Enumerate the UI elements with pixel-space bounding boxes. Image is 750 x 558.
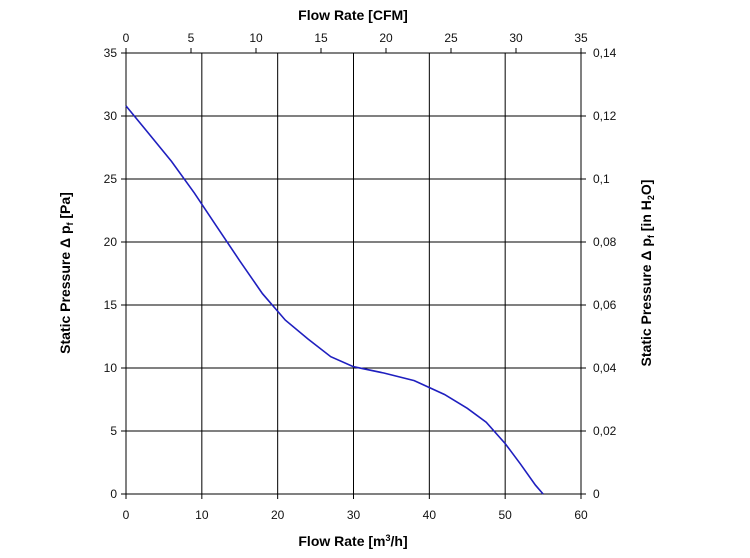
y-left-tick-label: 30 — [104, 109, 118, 123]
bottom-axis-title: Flow Rate [m3/h] — [298, 533, 407, 549]
x-tick-label: 50 — [498, 508, 512, 522]
x2-tick-label: 20 — [379, 31, 393, 45]
y-left-tick-label: 20 — [104, 235, 118, 249]
x-tick-label: 0 — [123, 508, 130, 522]
y-right-tick-label: 0,1 — [593, 172, 610, 186]
left-axis-title: Static Pressure Δ pf [Pa] — [57, 192, 75, 354]
right-axis-title: Static Pressure Δ pf [in H2O] — [638, 180, 656, 367]
y-right-tick-label: 0 — [593, 487, 600, 501]
y-right-tick-label: 0,06 — [593, 298, 617, 312]
x-tick-label: 40 — [423, 508, 437, 522]
top-axis-title: Flow Rate [CFM] — [298, 7, 408, 23]
x2-tick-label: 25 — [444, 31, 458, 45]
grid-layer — [121, 48, 586, 499]
x2-tick-label: 5 — [188, 31, 195, 45]
plot-frame — [125, 52, 582, 495]
y-left-tick-label: 0 — [110, 487, 117, 501]
y-left-tick-label: 25 — [104, 172, 118, 186]
x2-tick-label: 35 — [574, 31, 588, 45]
x-tick-label: 20 — [271, 508, 285, 522]
tick-labels: 0 10 20 30 40 50 600510152025303500,020,040,06… — [104, 31, 617, 522]
pressure-curve-line — [125, 105, 544, 495]
y-right-tick-label: 0,14 — [593, 46, 617, 60]
y-right-tick-label: 0,12 — [593, 109, 617, 123]
y-left-tick-label: 5 — [110, 424, 117, 438]
y-right-tick-label: 0,08 — [593, 235, 617, 249]
x-tick-label: 10 — [195, 508, 209, 522]
y-left-tick-label: 15 — [104, 298, 118, 312]
x2-tick-label: 10 — [249, 31, 263, 45]
y-right-tick-label: 0,04 — [593, 361, 617, 375]
y-left-tick-label: 35 — [104, 46, 118, 60]
x-tick-label: 60 — [574, 508, 588, 522]
x2-tick-label: 30 — [509, 31, 523, 45]
x-tick-label: 30 — [347, 508, 361, 522]
x2-tick-label: 0 — [123, 31, 130, 45]
y-left-tick-label: 10 — [104, 361, 118, 375]
x2-tick-label: 15 — [314, 31, 328, 45]
y-right-tick-label: 0,02 — [593, 424, 617, 438]
